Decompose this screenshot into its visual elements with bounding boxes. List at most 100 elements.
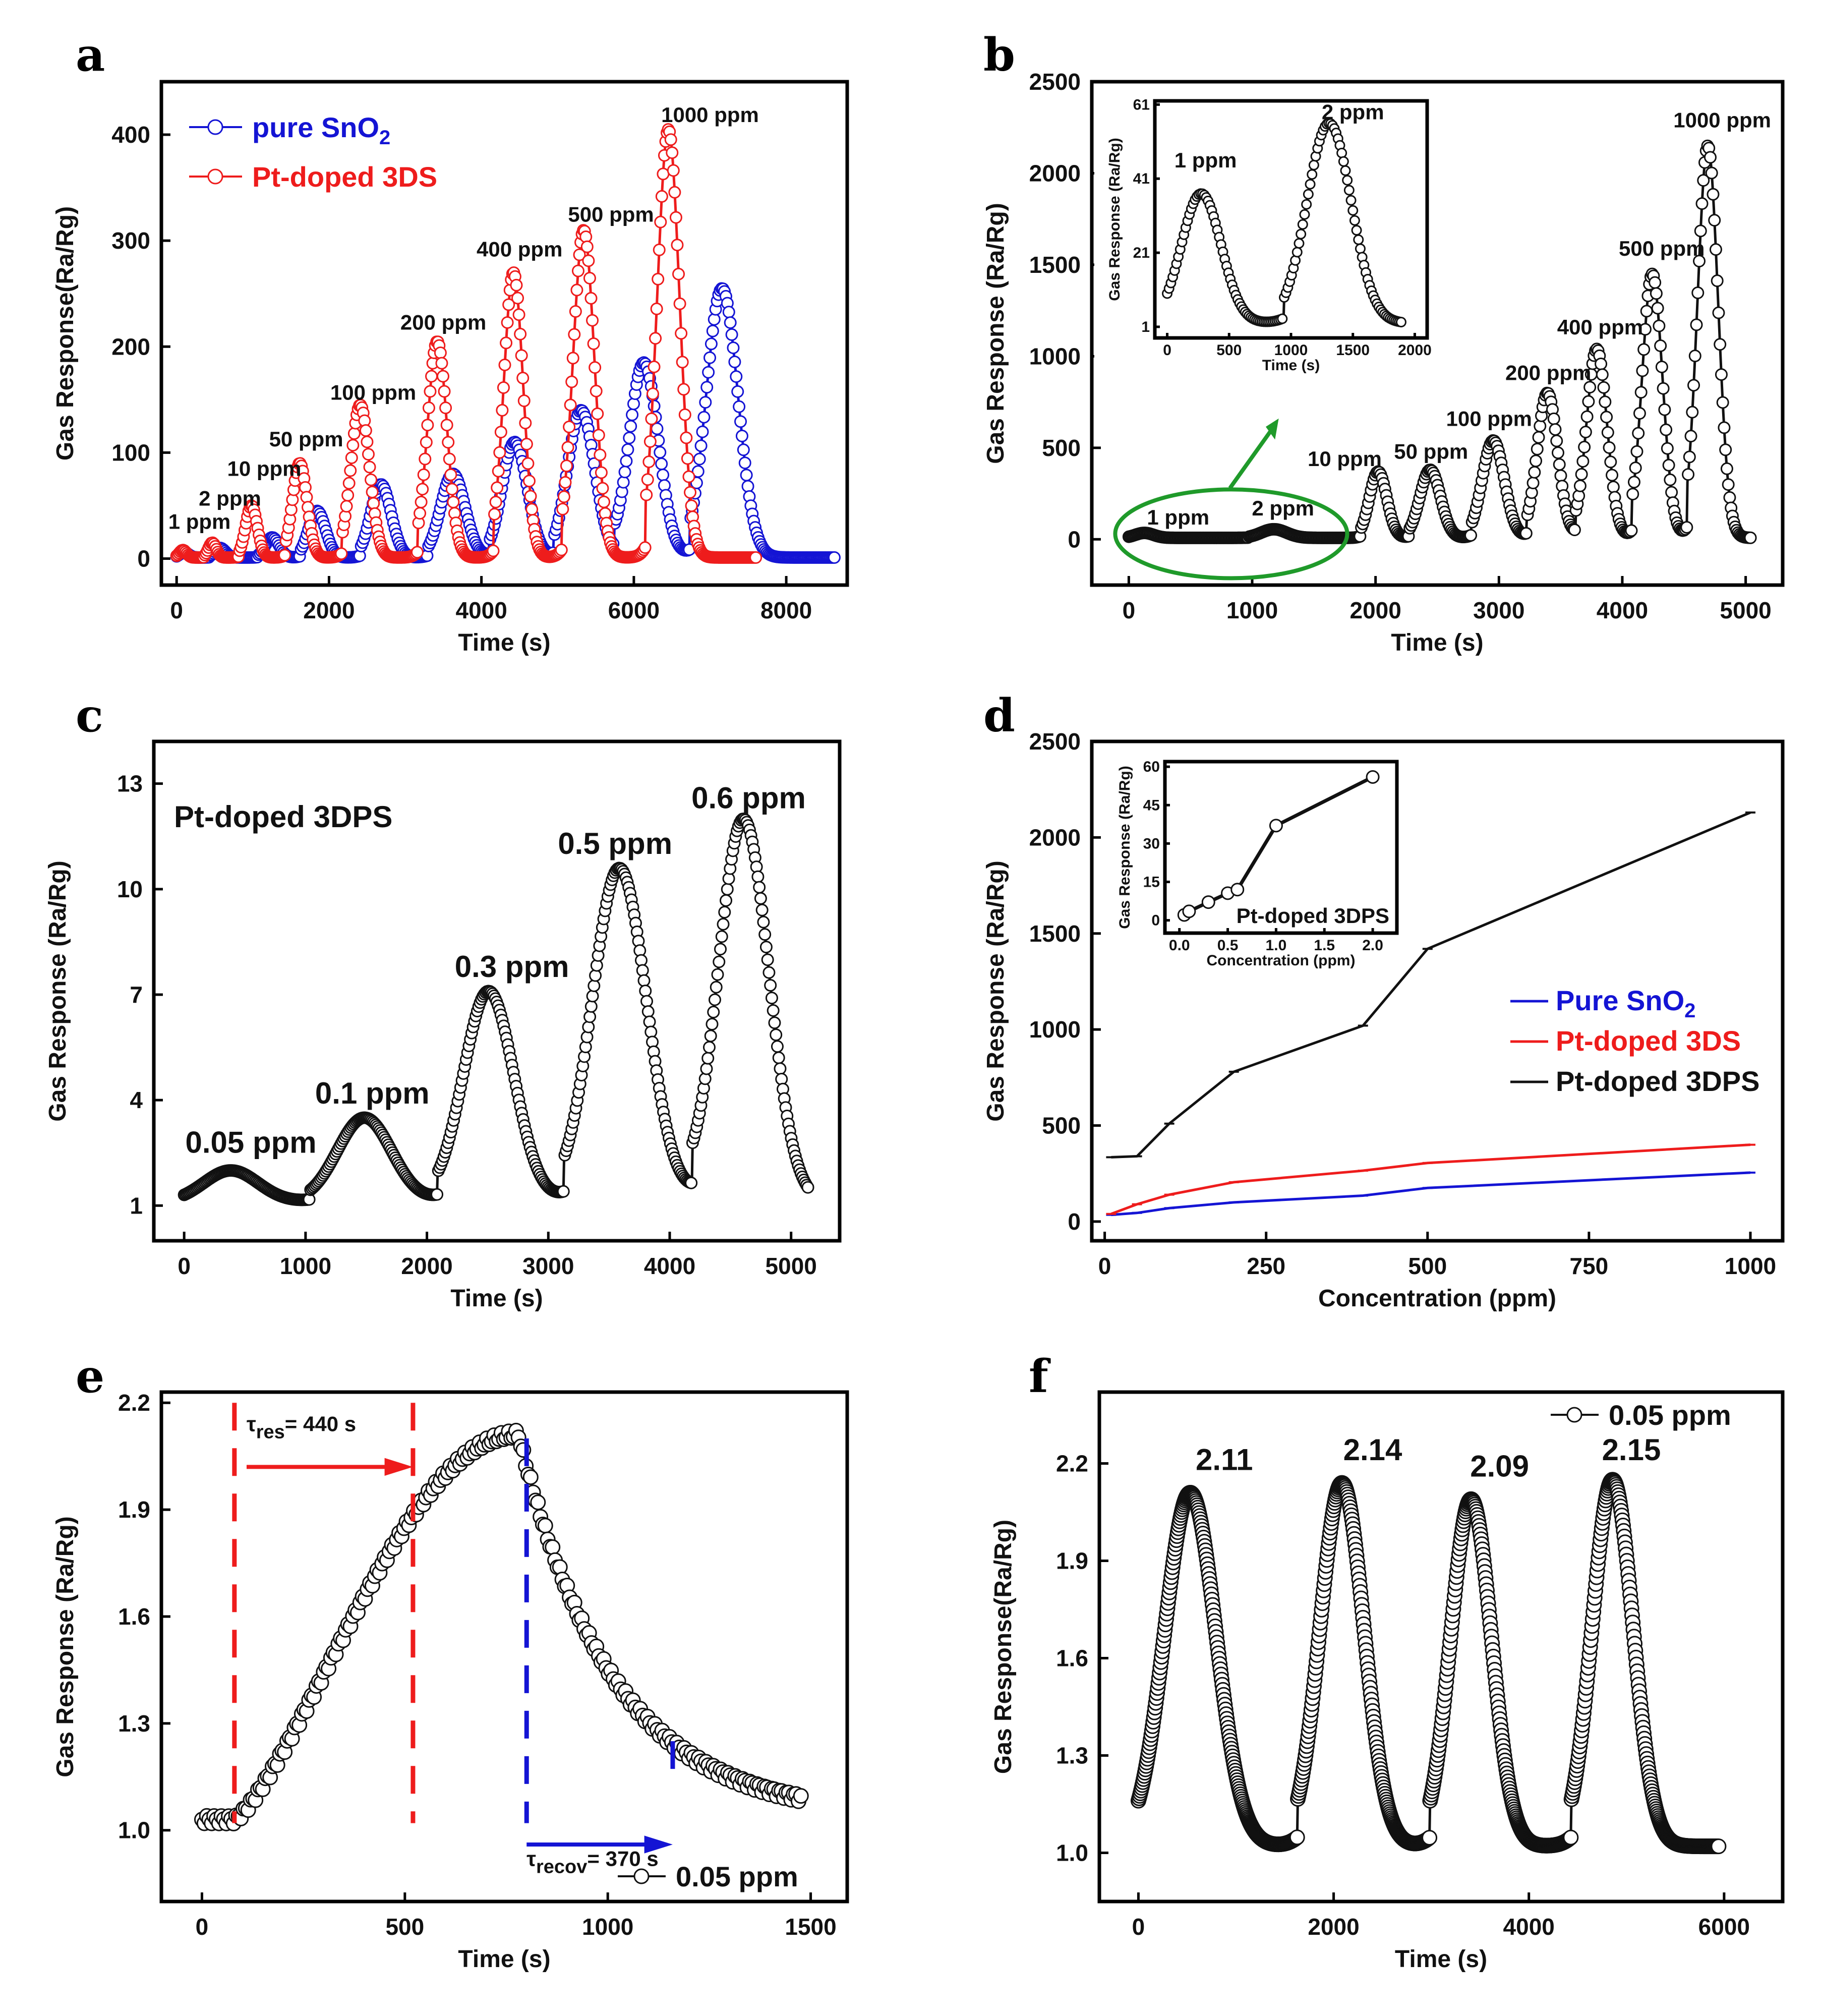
series-pt-3ds-point bbox=[666, 146, 679, 159]
legend-subscript: 2 bbox=[379, 127, 390, 149]
series-pt-3dps-point bbox=[1583, 381, 1597, 394]
series-pt-3ds-point bbox=[594, 448, 607, 462]
annotation-label: 10 ppm bbox=[227, 457, 301, 481]
x-tick-label: 4000 bbox=[455, 597, 507, 623]
series-pt-3ds-point bbox=[569, 305, 582, 318]
x-axis-title: Time (s) bbox=[450, 1285, 543, 1312]
series-pt-3dps-point bbox=[1554, 469, 1567, 482]
series-pure-sno2-point bbox=[648, 399, 661, 413]
y-tick-label: 30 bbox=[1143, 835, 1160, 852]
series-pt-3ds-point bbox=[591, 407, 604, 420]
inset-series-point bbox=[1395, 317, 1406, 328]
series-pt-3ds-point bbox=[566, 352, 579, 365]
series-pt-3ds-point bbox=[278, 549, 291, 562]
series-pt-3dps-point bbox=[1662, 458, 1675, 472]
series-pt-3ds-point bbox=[425, 370, 438, 383]
series-pt-3ds-point bbox=[439, 401, 452, 415]
series-pure-sno2-point bbox=[654, 446, 667, 459]
panel-letter-e: e bbox=[76, 1350, 104, 1403]
series-pt-3dps-point bbox=[1687, 379, 1700, 392]
series-pt-3ds-point bbox=[359, 424, 372, 437]
series-pt-3dps-point bbox=[1684, 430, 1697, 443]
series-pt-3dps-point bbox=[759, 941, 773, 954]
annotation-label: 1 ppm bbox=[1147, 505, 1209, 529]
annotation-label: 1000 ppm bbox=[661, 103, 759, 127]
series-pt-3dps-point bbox=[1638, 323, 1652, 336]
y-tick-label: 1000 bbox=[1029, 1016, 1081, 1043]
legend-marker bbox=[207, 168, 223, 185]
x-tick-label: 1000 bbox=[280, 1253, 331, 1279]
series-pt-3dps-point bbox=[720, 894, 733, 907]
series-pt-3dps-point bbox=[641, 1005, 655, 1018]
series-pt-3ds-point bbox=[438, 385, 451, 398]
x-tick-label: 0 bbox=[1098, 1253, 1111, 1279]
series-pure-sno2-point bbox=[728, 356, 741, 369]
series-pt-3dps-point bbox=[765, 992, 778, 1005]
y-tick-label: 1.3 bbox=[1056, 1743, 1088, 1769]
series-pt-3ds-point bbox=[515, 349, 528, 362]
series-pure-sno2-point bbox=[617, 476, 630, 489]
series-pt-3ds-point bbox=[514, 327, 527, 340]
y-axis-title: Gas Response (Ra/Rg) bbox=[52, 1516, 79, 1777]
series-pt-3dps-point bbox=[1651, 302, 1664, 315]
plot-frame bbox=[159, 1390, 849, 1904]
series-pt-3ds-point bbox=[681, 452, 694, 465]
inset-series-point bbox=[1294, 238, 1305, 249]
annotation-label: 1000 ppm bbox=[1673, 108, 1771, 132]
series-pt-3dps-point bbox=[711, 968, 724, 981]
y-axis-title: Gas Response(Ra/Rg) bbox=[990, 1520, 1017, 1774]
series-pt-3ds-point bbox=[587, 337, 600, 350]
series-pt-3dps-point bbox=[764, 978, 777, 992]
series-pt-3dps-point bbox=[767, 1004, 780, 1017]
legend-label: Pt-doped 3DS bbox=[252, 161, 437, 193]
y-tick-label: 1.3 bbox=[118, 1710, 150, 1737]
inset-series-point bbox=[1182, 904, 1196, 918]
series-pure-sno2-point bbox=[725, 328, 738, 341]
series-pt-3ds-point bbox=[557, 490, 570, 503]
y-tick-label: 61 bbox=[1133, 96, 1150, 113]
series-pt-3ds-point bbox=[444, 468, 457, 481]
series-pt-3ds-point bbox=[668, 186, 681, 199]
series-pt-3dps-point bbox=[1580, 410, 1594, 423]
series-pt-3dps-point bbox=[761, 953, 774, 966]
series-pt-3dps bbox=[1122, 139, 1757, 544]
inset-series-point bbox=[1305, 179, 1316, 190]
tau-recov-value: = 370 s bbox=[587, 1847, 658, 1870]
series-pt-3ds-point bbox=[435, 357, 448, 370]
inset-series-point bbox=[1336, 147, 1347, 158]
annotation-label: 200 ppm bbox=[1505, 361, 1591, 385]
series-line bbox=[1111, 1171, 1751, 1217]
inset-series-point bbox=[1342, 175, 1353, 186]
x-tick-label: 0 bbox=[1132, 1914, 1145, 1940]
panel-f-axes: 0 2000 4000 6000 1.0 1.3 1.6 1.9 2.2 Time (s) Gas … bbox=[990, 1390, 1785, 1973]
series-pure-sno2-point bbox=[657, 469, 670, 482]
series-pt-3dps-point bbox=[1606, 469, 1619, 482]
x-tick-label: 500 bbox=[1216, 342, 1242, 359]
series-pure-sno2-point bbox=[741, 480, 754, 493]
legend-marker bbox=[633, 1868, 650, 1884]
y-tick-label: 1.6 bbox=[118, 1603, 150, 1630]
inset-series-point bbox=[1345, 195, 1357, 206]
y-tick-label: 2.2 bbox=[118, 1390, 150, 1416]
series-pt-3ds-point bbox=[445, 483, 458, 496]
series-pt-3ds-point bbox=[646, 387, 659, 400]
series-pt-3ds-point bbox=[642, 455, 656, 469]
series-pt-3dps-point bbox=[762, 966, 776, 979]
annotation-label: 2 ppm bbox=[199, 486, 261, 510]
series-pure-sno2-point bbox=[703, 351, 717, 364]
series-pt-3dps-point bbox=[1716, 396, 1729, 409]
series-pt-3dps-point bbox=[721, 883, 734, 896]
series-pt-3ds-point bbox=[521, 457, 535, 470]
x-tick-label: 500 bbox=[385, 1914, 424, 1940]
series-pure-sno2-point bbox=[740, 469, 753, 482]
series-pt-3ds-point bbox=[500, 336, 513, 350]
series-pt-3dps-point bbox=[1711, 274, 1724, 287]
series-pt-3ds-point bbox=[671, 239, 684, 252]
inset-series-point bbox=[1291, 247, 1303, 258]
inset-series-point bbox=[1296, 228, 1307, 240]
series-pt-3dps-point bbox=[1626, 488, 1639, 501]
series-pure-sno2-point bbox=[724, 316, 737, 329]
series-pt-3dps-point bbox=[706, 1018, 719, 1031]
tau-res-label: τres= 440 s bbox=[247, 1412, 356, 1443]
series-pure-sno2-point bbox=[722, 306, 735, 319]
